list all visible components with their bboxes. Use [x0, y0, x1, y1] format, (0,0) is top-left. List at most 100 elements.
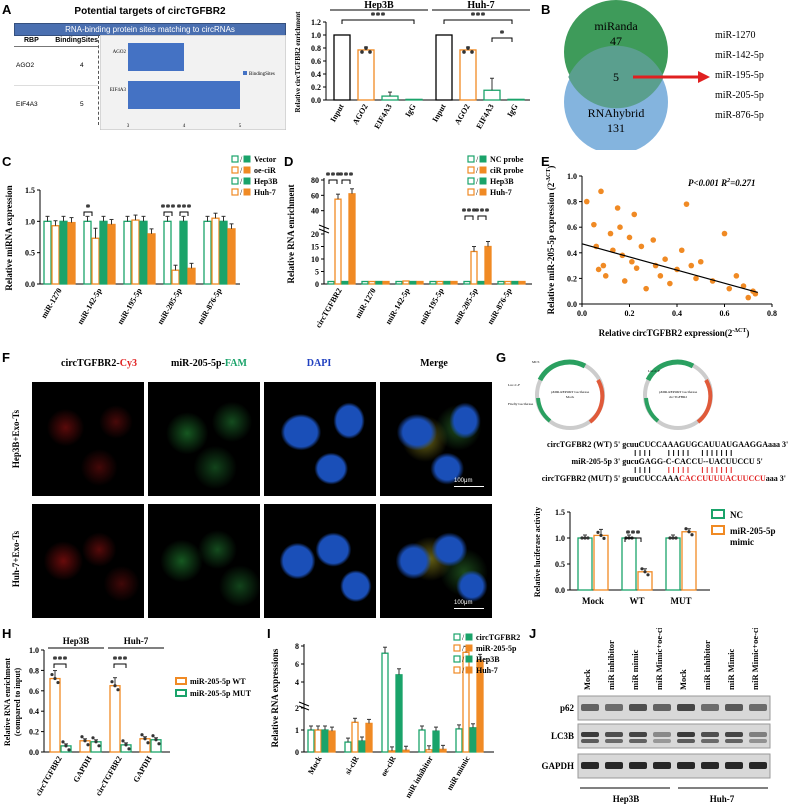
scale-bar	[454, 486, 484, 487]
bar	[395, 674, 403, 753]
bar	[429, 280, 437, 285]
x-tick-label: oe-ciR	[379, 754, 398, 778]
x-tick-label: Mock	[582, 596, 604, 606]
group-label: Hep3B	[364, 0, 394, 11]
bar	[150, 739, 162, 753]
bar	[402, 749, 410, 753]
scatter-point	[643, 285, 649, 292]
blot-band	[629, 704, 647, 711]
data-point	[462, 50, 466, 54]
data-point	[50, 672, 54, 677]
data-point	[151, 734, 155, 738]
y-tick-label: 0.0	[25, 280, 35, 289]
legend-label: circTGFBR2	[476, 633, 520, 642]
legend-label: NC probe	[490, 155, 524, 164]
bar	[219, 220, 228, 285]
legend-swatch	[175, 689, 187, 697]
svg-text:pMIR-REPORT Luciferase: pMIR-REPORT Luciferase	[551, 390, 590, 394]
bar	[497, 280, 505, 285]
x-tick-label: 0.0	[577, 309, 587, 318]
bar	[365, 722, 373, 753]
legend-swatch	[479, 188, 487, 196]
y-tick-label: 15	[311, 243, 319, 252]
data-point	[470, 50, 474, 54]
bar	[409, 280, 417, 285]
y-axis-label: (compared to input)	[13, 668, 22, 737]
bar	[59, 220, 68, 285]
significance-stars: *	[86, 203, 91, 214]
y-tick-label: 0	[315, 280, 319, 289]
bar	[107, 223, 116, 285]
table-row: AGO2 4	[14, 47, 98, 86]
panel-label-e: E	[541, 154, 550, 169]
y-tick-label: 0.6	[567, 223, 577, 232]
row-label-huh7: Huh-7+Exo-Ts	[11, 530, 21, 588]
scatter-point	[721, 230, 728, 237]
bar	[99, 220, 108, 285]
lane-label: miR Mimic	[726, 648, 736, 690]
significance-stars: ***	[462, 207, 477, 218]
svg-text:Mock: Mock	[566, 395, 574, 399]
bar	[341, 280, 349, 285]
rbp-table: RBP BindingSites AGO2 4 EIF4A3 5	[14, 35, 99, 125]
wt-sequence: 5' gcuuCUCCAAAGUGCAUUAUGAAGGAaaa 3'	[614, 440, 788, 449]
legend-separator: /	[476, 155, 479, 164]
x-tick-label: circTGFBR2	[314, 287, 344, 330]
bar	[463, 280, 471, 285]
bar	[504, 280, 512, 285]
x-tick-label: IgG	[505, 103, 519, 119]
legend-label: Vector	[254, 155, 277, 164]
bar	[518, 280, 526, 285]
row-label: GAPDH	[542, 761, 575, 771]
legend-separator: /	[476, 188, 479, 197]
svg-text:circTGFBR2: circTGFBR2	[669, 395, 688, 399]
svg-text:Firefly Luciferase: Firefly Luciferase	[508, 402, 534, 406]
blot-band	[629, 732, 647, 737]
scatter-point	[633, 265, 640, 271]
bar	[83, 220, 92, 285]
blot-band	[749, 704, 767, 711]
svg-text:MCS: MCS	[532, 360, 539, 364]
scatter-point	[591, 221, 597, 228]
legend-swatch	[465, 633, 473, 641]
blot-band	[749, 732, 767, 737]
venn-left-count: 47	[610, 34, 622, 48]
x-tick-label: AGO2	[453, 103, 472, 127]
data-point	[94, 740, 98, 744]
legend-swatch	[453, 655, 461, 663]
x-tick-label: 0.2	[625, 309, 635, 318]
panel-i-rna-expression-chart: 0 1 2 4 6 8 Relative RNA expressions Mock si-ciR…	[270, 633, 520, 800]
panel-c-mirna-expression-chart: 0.0 0.5 1.0 1.5 Relative miRNA expression miR…	[4, 155, 278, 326]
x-tick-label: miR-205-5p	[156, 286, 184, 326]
y-tick-label: 0	[295, 748, 299, 757]
legend-swatch	[711, 525, 725, 535]
y-tick-label: 0.0	[555, 586, 565, 595]
y-tick-label: 0.5	[555, 560, 565, 569]
bar	[314, 729, 322, 753]
legend-swatch	[465, 666, 473, 674]
cy3-image-huh7	[32, 504, 144, 618]
bar	[211, 217, 220, 285]
x-tick-label: Mock	[306, 754, 324, 776]
blot-band	[581, 732, 599, 737]
bar	[139, 738, 151, 753]
fam-image-hep3b	[148, 382, 260, 496]
bar	[511, 280, 519, 285]
x-tick-label: circTGFBR2	[34, 755, 64, 798]
table-row: EIF4A3 5	[16, 101, 84, 108]
blot-band	[749, 739, 767, 743]
blot-band	[701, 739, 719, 743]
data-point	[596, 530, 600, 534]
legend-swatch	[467, 177, 475, 185]
regression-line	[581, 243, 758, 294]
axis-break	[298, 705, 310, 711]
mut-label: circTGFBR2 (MUT)	[542, 474, 613, 483]
blot-band	[653, 739, 671, 743]
scatter-point	[614, 205, 621, 211]
venn-overlap	[568, 45, 664, 109]
lane-label: miR inhibitor	[702, 640, 712, 690]
y-tick-label: 6	[295, 660, 299, 669]
mir-sequence: 3' gucuGAGG-C-CACCU--UACUUCCU 5'	[614, 457, 763, 466]
legend-swatch	[243, 166, 251, 174]
y-tick-label: 0.4	[567, 249, 577, 258]
